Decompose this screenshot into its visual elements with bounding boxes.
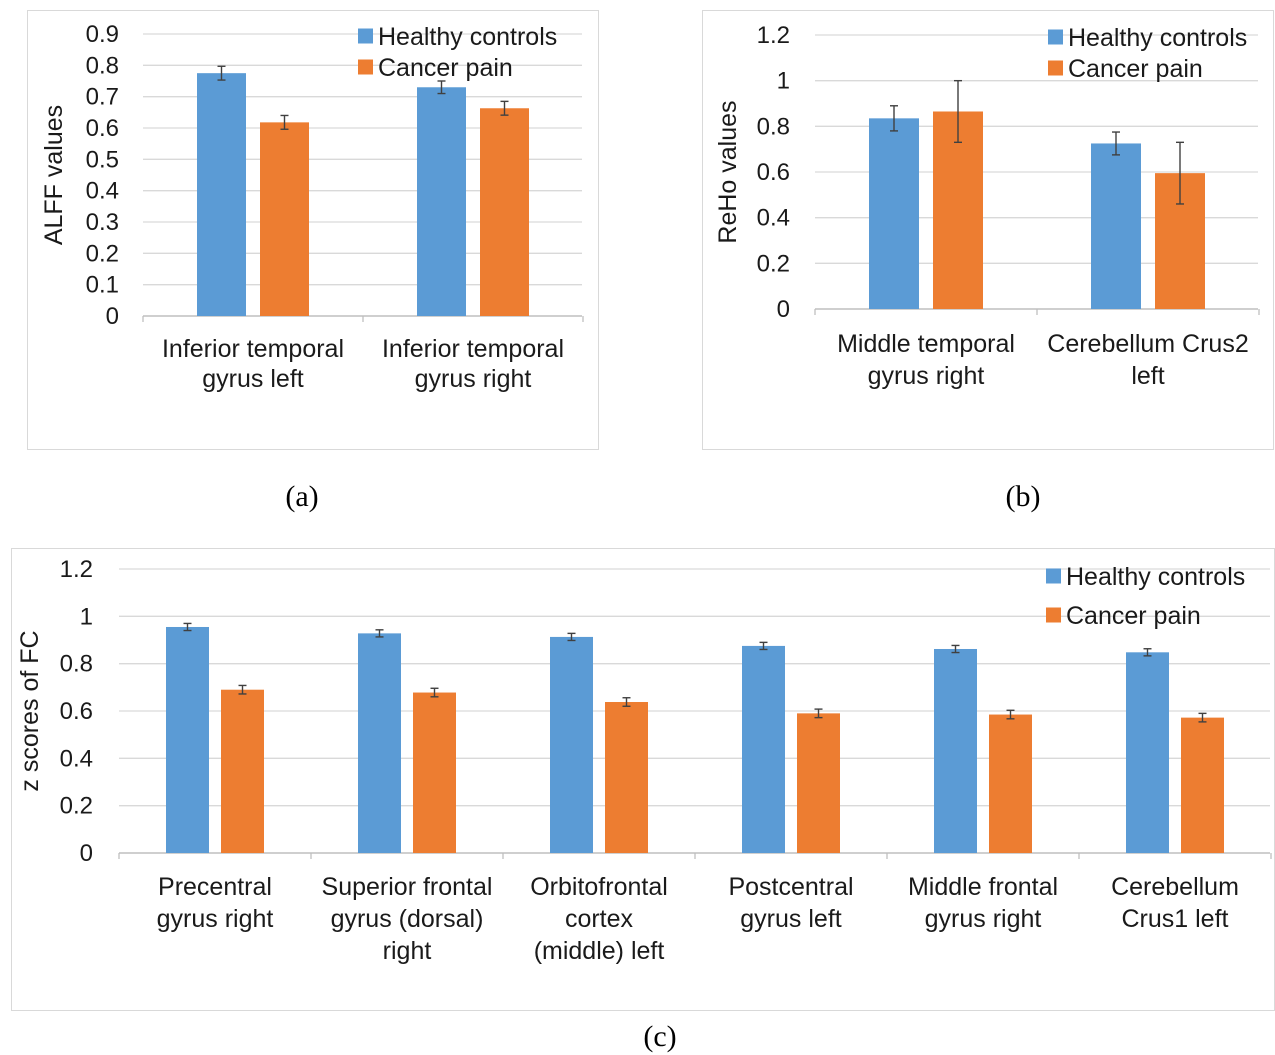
y-tick-label-b-6: 1.2 [757, 22, 790, 49]
bar-a-healthy-1 [417, 87, 466, 317]
y-tick-label-c-6: 1.2 [60, 556, 93, 583]
legend-label-a-1: Cancer pain [378, 54, 513, 82]
bar-c-cancer-3 [797, 713, 840, 853]
bar-c-cancer-1 [413, 692, 456, 853]
category-label-line: gyrus right [925, 905, 1042, 933]
legend-swatch-c-0 [1046, 568, 1061, 584]
legend-swatch-b-0 [1048, 29, 1063, 45]
y-tick-label-a-5: 0.5 [86, 146, 119, 173]
category-label-c-1: Superior frontal gyrus (dorsal) right [322, 873, 493, 965]
legend-label-c-1: Cancer pain [1066, 602, 1201, 630]
y-tick-label-c-3: 0.6 [60, 698, 93, 725]
panel-a-caption: (a) [285, 480, 319, 513]
category-label-line: (middle) left [534, 937, 665, 965]
category-label-c-5: Cerebellum Crus1 left [1111, 873, 1239, 933]
y-axis-label-a: ALFF values [40, 105, 68, 245]
y-tick-label-a-7: 0.7 [86, 84, 119, 111]
y-tick-label-c-4: 0.8 [60, 651, 93, 678]
bar-b-healthy-1 [1091, 143, 1141, 309]
bar-c-healthy-0 [166, 626, 209, 853]
category-label-c-4: Middle frontal gyrus right [908, 873, 1058, 933]
legend-swatch-a-0 [358, 28, 373, 44]
legend-label-a-0: Healthy controls [378, 23, 557, 51]
category-label-b-0: Middle temporal gyrus right [837, 330, 1015, 390]
bar-b-healthy-0 [869, 118, 919, 309]
category-label-line: gyrus right [157, 905, 274, 933]
y-tick-label-a-6: 0.6 [86, 115, 119, 142]
category-label-line: Cerebellum [1111, 873, 1239, 901]
category-label-line: right [383, 937, 432, 965]
bar-c-cancer-4 [989, 714, 1032, 853]
bar-c-healthy-1 [358, 633, 401, 853]
bar-b-cancer-0 [933, 111, 983, 309]
category-label-line: Middle frontal [908, 873, 1058, 901]
category-label-line: Cerebellum Crus2 [1047, 330, 1248, 358]
bar-c-healthy-5 [1126, 652, 1169, 853]
y-tick-label-a-2: 0.2 [86, 240, 119, 267]
y-tick-label-c-0: 0 [80, 840, 93, 867]
bar-a-cancer-1 [480, 108, 529, 316]
bar-a-cancer-0 [260, 122, 309, 316]
category-label-c-2: Orbitofrontal cortex (middle) left [530, 873, 668, 965]
category-label-line: gyrus (dorsal) [331, 905, 484, 933]
bar-c-cancer-2 [605, 702, 648, 853]
legend-swatch-b-1 [1048, 60, 1063, 76]
legend-swatch-a-1 [358, 59, 373, 75]
panel-b-caption: (b) [1005, 480, 1041, 513]
y-tick-label-b-0: 0 [777, 296, 790, 323]
y-tick-label-a-4: 0.4 [86, 178, 119, 205]
legend-label-b-1: Cancer pain [1068, 55, 1203, 83]
bar-c-cancer-0 [221, 689, 264, 853]
category-label-line: left [1131, 362, 1164, 390]
y-tick-label-c-1: 0.2 [60, 793, 93, 820]
bar-a-healthy-0 [197, 73, 246, 317]
bar-c-healthy-2 [550, 636, 593, 853]
category-label-line: Superior frontal [322, 873, 493, 901]
category-label-line: Precentral [158, 873, 272, 901]
bar-c-healthy-3 [742, 645, 785, 853]
category-label-a-1: Inferior temporal gyrus right [382, 335, 564, 393]
y-tick-label-c-5: 1 [80, 603, 93, 630]
category-label-line: Middle temporal [837, 330, 1015, 358]
legend-label-c-0: Healthy controls [1066, 563, 1245, 591]
category-label-line: gyrus right [415, 365, 532, 393]
bar-c-cancer-5 [1181, 717, 1224, 853]
category-label-line: cortex [565, 905, 634, 933]
y-tick-label-c-2: 0.4 [60, 745, 93, 772]
y-tick-label-b-2: 0.4 [757, 205, 790, 232]
legend-swatch-c-1 [1046, 607, 1061, 623]
category-label-line: Orbitofrontal [530, 873, 668, 901]
category-label-line: Postcentral [728, 873, 853, 901]
y-tick-label-b-4: 0.8 [757, 113, 790, 140]
bar-c-healthy-4 [934, 648, 977, 853]
y-tick-label-a-0: 0 [106, 303, 119, 330]
category-label-line: Inferior temporal [382, 335, 564, 363]
y-tick-label-b-3: 0.6 [757, 159, 790, 186]
category-label-b-1: Cerebellum Crus2 left [1047, 330, 1248, 390]
category-label-c-3: Postcentral gyrus left [728, 873, 853, 933]
y-tick-label-a-8: 0.8 [86, 52, 119, 79]
category-label-line: gyrus left [202, 365, 303, 393]
y-tick-label-a-3: 0.3 [86, 209, 119, 236]
y-tick-label-a-1: 0.1 [86, 272, 119, 299]
category-label-line: gyrus left [740, 905, 841, 933]
legend-label-b-0: Healthy controls [1068, 24, 1247, 52]
y-tick-label-a-9: 0.9 [86, 21, 119, 48]
category-label-a-0: Inferior temporal gyrus left [162, 335, 344, 393]
y-axis-label-c: z scores of FC [16, 630, 44, 791]
y-tick-label-b-1: 0.2 [757, 250, 790, 277]
panel-c-caption: (c) [643, 1020, 677, 1053]
category-label-line: Crus1 left [1122, 905, 1229, 933]
category-label-c-0: Precentral gyrus right [157, 873, 274, 933]
y-tick-label-b-5: 1 [777, 68, 790, 95]
category-label-line: gyrus right [868, 362, 985, 390]
y-axis-label-b: ReHo values [714, 100, 742, 243]
category-label-line: Inferior temporal [162, 335, 344, 363]
